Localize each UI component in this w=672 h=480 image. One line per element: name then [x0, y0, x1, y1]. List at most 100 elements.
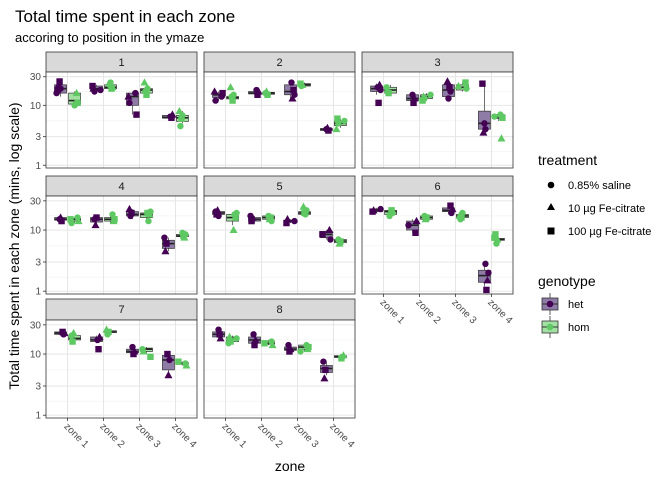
y-tick-label: 1 — [35, 411, 41, 422]
y-tick-label: 3 — [35, 132, 41, 143]
data-point — [482, 125, 489, 133]
data-point — [69, 328, 78, 337]
box-hom-zone-1 — [226, 83, 239, 104]
data-point — [140, 78, 149, 86]
facet-strip-label: 4 — [118, 181, 124, 193]
box-het-zone-4 — [162, 110, 177, 121]
data-point — [226, 83, 235, 91]
y-tick-label: 30 — [30, 320, 42, 331]
box-hom-zone-1 — [68, 328, 81, 345]
data-point — [216, 331, 223, 338]
box-hom-zone-3 — [140, 78, 153, 98]
box-hom-zone-2 — [104, 211, 118, 225]
box-het-zone-3 — [126, 343, 139, 358]
data-point — [69, 338, 76, 345]
data-point — [213, 206, 222, 214]
y-tick-label: 30 — [30, 72, 42, 83]
data-point — [410, 99, 417, 107]
data-point — [264, 91, 271, 98]
y-tick-label: 10 — [30, 101, 42, 112]
data-point — [179, 112, 186, 119]
data-point — [225, 332, 234, 340]
data-point — [126, 99, 133, 107]
panel-border — [361, 71, 514, 169]
box-het-zone-3 — [284, 341, 297, 355]
x-tick-label: zone 2 — [413, 297, 442, 326]
data-point — [74, 99, 81, 107]
box-hom-zone-2 — [262, 87, 275, 98]
data-point — [325, 127, 332, 134]
data-point — [491, 113, 498, 120]
data-point — [283, 219, 290, 227]
data-point — [305, 343, 312, 351]
box-het-zone-1 — [54, 213, 67, 225]
panel-border — [203, 319, 356, 419]
data-point — [482, 260, 489, 268]
data-point — [91, 88, 98, 95]
x-tick-label: zone 4 — [327, 421, 356, 450]
legend-label-saline: 0.85% saline — [568, 180, 631, 192]
data-point — [261, 340, 268, 347]
data-point — [57, 85, 64, 92]
data-point — [164, 371, 173, 379]
data-point — [166, 356, 173, 364]
data-point — [325, 225, 334, 234]
y-tick-label: 10 — [30, 350, 42, 361]
data-point — [161, 234, 168, 241]
data-point — [232, 214, 239, 221]
legend-item-fe-10: 10 µg Fe-citrate — [547, 203, 645, 215]
data-point — [60, 328, 69, 337]
legend-title-genotype: genotype — [538, 273, 596, 289]
data-point — [233, 335, 240, 342]
box-het-zone-1 — [212, 206, 225, 220]
box-het-zone-2 — [89, 82, 104, 95]
data-point — [144, 209, 151, 217]
data-point — [492, 231, 499, 238]
facet-strip-label: 2 — [276, 57, 282, 69]
box-het-zone-2 — [248, 331, 261, 349]
box-hom-zone-2 — [262, 212, 275, 225]
data-point — [389, 209, 396, 217]
box-hom-zone-4 — [491, 111, 506, 142]
box-hom-zone-4 — [176, 229, 189, 241]
data-point — [334, 115, 341, 122]
data-point — [319, 231, 326, 238]
data-point — [327, 236, 334, 243]
panel-border — [45, 71, 198, 169]
data-point — [447, 202, 454, 209]
box-hom-zone-1 — [67, 214, 83, 227]
data-point — [288, 79, 295, 86]
data-point — [124, 92, 133, 100]
box-het-zone-2 — [90, 332, 104, 353]
legend-key-triangle — [547, 203, 555, 210]
data-point — [95, 345, 102, 353]
data-point — [164, 350, 171, 358]
box-hom-zone-2 — [102, 325, 117, 338]
data-point — [58, 217, 65, 225]
facet-panel-5: 5 — [203, 175, 356, 295]
data-point — [97, 86, 104, 94]
data-point — [132, 89, 139, 97]
box-het-zone-2 — [90, 214, 103, 229]
data-point — [250, 331, 257, 338]
box-het-zone-4 — [320, 358, 333, 382]
box-het-zone-4 — [320, 123, 333, 134]
data-point — [89, 82, 96, 90]
data-point — [268, 340, 277, 349]
data-point — [111, 216, 118, 223]
box-hom-zone-1 — [68, 88, 81, 109]
data-point — [481, 120, 488, 127]
box-het-zone-3 — [283, 215, 298, 227]
box-het-zone-4 — [478, 80, 491, 136]
data-point — [291, 217, 298, 225]
data-point — [298, 80, 307, 88]
data-point — [322, 366, 329, 374]
legend-title-treatment: treatment — [538, 152, 597, 168]
data-point — [421, 95, 428, 102]
box-hom-zone-1 — [225, 332, 240, 347]
data-point — [462, 79, 469, 86]
box-het-zone-2 — [405, 216, 421, 237]
data-point — [144, 85, 151, 92]
box-hom-zone-4 — [491, 231, 505, 247]
box-hom-zone-3 — [454, 79, 470, 92]
